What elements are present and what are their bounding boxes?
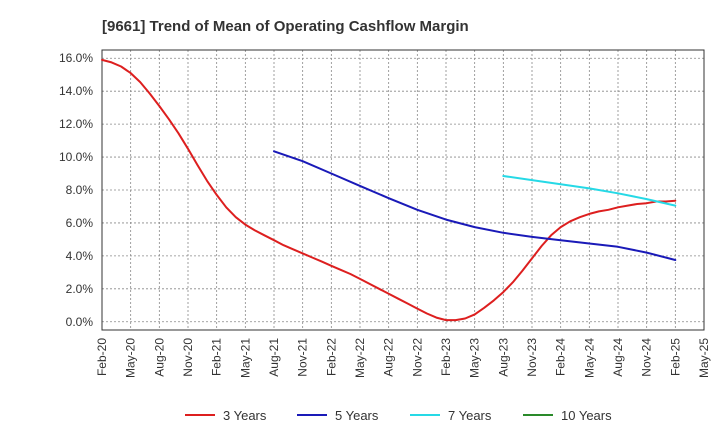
x-tick-label: Aug-24 xyxy=(611,338,625,377)
x-tick-label: May-22 xyxy=(353,338,367,378)
y-tick-label: 16.0% xyxy=(59,51,93,65)
x-tick-label: Feb-22 xyxy=(324,338,338,376)
x-tick-label: May-21 xyxy=(238,338,252,378)
x-tick-label: Feb-23 xyxy=(439,338,453,376)
legend-label-5-years: 5 Years xyxy=(335,408,379,423)
x-tick-label: Nov-21 xyxy=(296,338,310,377)
y-tick-label: 2.0% xyxy=(66,282,94,296)
y-tick-label: 10.0% xyxy=(59,150,93,164)
x-tick-label: Feb-21 xyxy=(210,338,224,376)
legend: 3 Years 5 Years 7 Years 10 Years xyxy=(185,408,612,423)
y-tick-label: 12.0% xyxy=(59,117,93,131)
legend-label-3-years: 3 Years xyxy=(223,408,267,423)
x-tick-label: Aug-22 xyxy=(382,338,396,377)
x-tick-label: May-23 xyxy=(468,338,482,378)
legend-label-10-years: 10 Years xyxy=(561,408,612,423)
series-line-5-years xyxy=(273,150,677,261)
y-tick-label: 8.0% xyxy=(66,183,94,197)
chart-title: [9661] Trend of Mean of Operating Cashfl… xyxy=(102,18,469,35)
x-tick-label: May-25 xyxy=(697,338,711,378)
x-tick-label: Feb-24 xyxy=(554,338,568,376)
plot-area: 0.0% 2.0% 4.0% 6.0% 8.0% 10.0% 12.0% 14.0% 16.0%… xyxy=(59,49,711,378)
x-tick-label: Nov-23 xyxy=(525,338,539,377)
y-tick-label: 4.0% xyxy=(66,249,94,263)
legend-label-7-years: 7 Years xyxy=(448,408,492,423)
x-tick-label: Feb-20 xyxy=(95,338,109,376)
y-tick-label: 0.0% xyxy=(66,315,94,329)
x-tick-label: May-24 xyxy=(582,338,596,378)
x-tick-label: Aug-21 xyxy=(267,338,281,377)
y-tick-label: 6.0% xyxy=(66,216,94,230)
x-tick-label: Feb-25 xyxy=(668,338,682,376)
series-line-7-years xyxy=(502,175,677,207)
x-tick-label: Aug-23 xyxy=(496,338,510,377)
y-tick-label: 14.0% xyxy=(59,84,93,98)
plot-frame xyxy=(101,49,705,331)
x-tick-label: Nov-20 xyxy=(181,338,195,377)
x-tick-label: May-20 xyxy=(124,338,138,378)
series-line-3-years xyxy=(101,58,677,322)
x-tick-label: Aug-20 xyxy=(152,338,166,377)
x-tick-label: Nov-24 xyxy=(640,338,654,377)
x-tick-label: Nov-22 xyxy=(410,338,424,377)
